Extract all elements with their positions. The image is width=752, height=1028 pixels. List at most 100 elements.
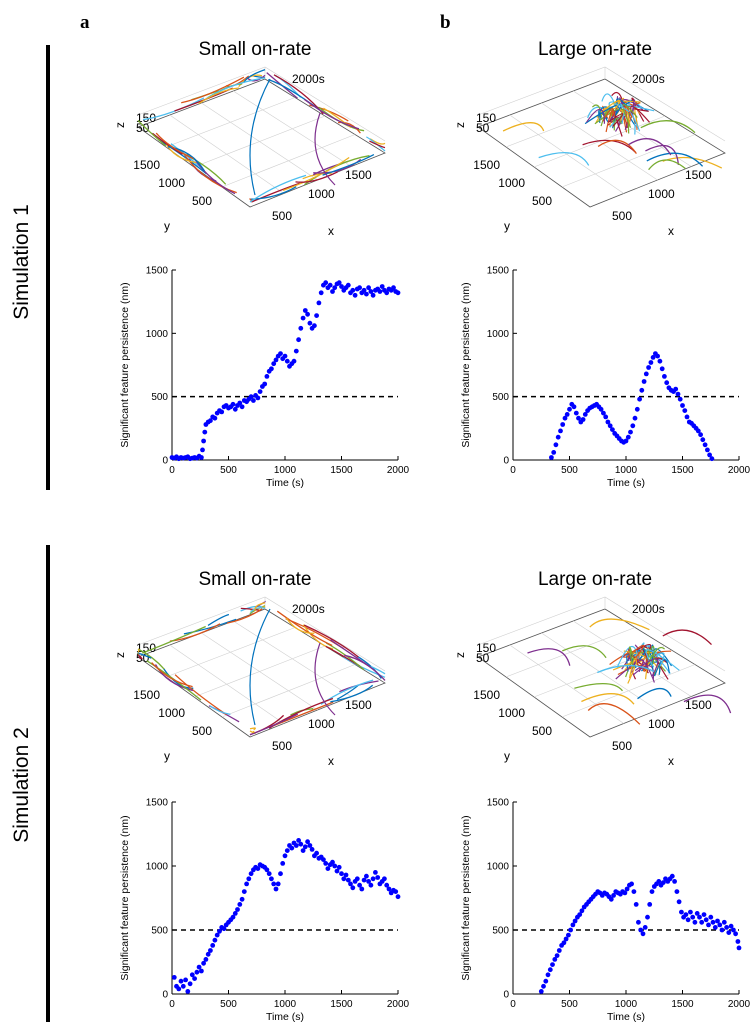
data-point <box>232 406 238 412</box>
y-tick-label: 1500 <box>133 158 160 172</box>
data-point <box>695 428 701 434</box>
data-point <box>278 871 283 877</box>
sim1-label: Simulation 1 <box>10 204 33 320</box>
trajectory-curves <box>137 600 386 736</box>
panel-letter-a: a <box>80 12 90 33</box>
z-tick-label: 50 <box>476 121 490 135</box>
data-point <box>343 872 349 878</box>
data-point <box>386 886 392 892</box>
trajectory-path <box>330 684 374 703</box>
data-point <box>257 389 263 394</box>
trajectory-path <box>581 693 635 705</box>
data-point <box>701 912 707 917</box>
x-axis-label: x <box>668 224 674 238</box>
data-point <box>677 396 683 402</box>
data-point <box>244 881 250 887</box>
trajectory-path <box>174 674 227 716</box>
data-point <box>312 323 317 329</box>
trajectory-path <box>654 659 670 677</box>
data-point <box>275 881 281 887</box>
data-point <box>721 919 727 925</box>
y-tick-label: 1000 <box>487 329 510 340</box>
data-point <box>688 909 693 915</box>
data-point <box>248 394 254 400</box>
data-point <box>345 282 351 288</box>
trajectory-path <box>617 664 646 676</box>
data-point <box>550 962 555 967</box>
x-tick-label: 1000 <box>615 465 638 476</box>
floor-grid-line <box>221 134 356 188</box>
panel-title: Large on-rate <box>538 39 652 60</box>
y-tick-label: 0 <box>162 456 168 467</box>
data-point <box>205 951 211 957</box>
y-axis-label: Significant feature persistence (nm) <box>460 282 472 447</box>
data-point <box>212 415 218 421</box>
data-point <box>332 285 338 291</box>
trajectory-path <box>276 610 333 647</box>
trajectory-path <box>249 727 256 731</box>
data-point <box>555 434 561 440</box>
data-point <box>611 893 616 898</box>
z-axis-label: z <box>113 652 127 658</box>
trajectory-path <box>285 617 315 634</box>
trajectory-path <box>655 650 672 659</box>
data-point <box>673 386 679 392</box>
trajectory-path <box>142 625 206 654</box>
data-point <box>726 930 732 935</box>
data-point <box>237 902 243 907</box>
x-tick-label: 1500 <box>345 168 372 182</box>
data-point <box>194 969 200 975</box>
data-point <box>731 927 736 933</box>
data-point <box>201 960 207 966</box>
data-point <box>366 879 371 884</box>
trajectory-path <box>266 72 298 99</box>
data-point <box>646 365 651 370</box>
data-point <box>566 932 571 938</box>
y-tick-label: 1000 <box>487 862 510 873</box>
data-point <box>230 914 236 920</box>
trajectory-path <box>597 664 655 674</box>
data-point <box>235 907 240 912</box>
data-point <box>368 289 374 294</box>
trajectory-path <box>158 139 207 175</box>
trajectory-path <box>209 705 231 716</box>
data-point <box>305 839 310 845</box>
trajectory-path <box>151 132 183 155</box>
data-point <box>307 843 313 848</box>
data-point <box>330 859 335 865</box>
trajectory-path <box>640 120 696 134</box>
data-point <box>707 452 712 458</box>
y-tick-label: 1500 <box>473 688 500 702</box>
x-tick-label: 500 <box>272 209 292 223</box>
trajectory-path <box>648 159 686 171</box>
data-point <box>361 877 367 883</box>
y-axis-label: Significant feature persistence (nm) <box>460 815 472 980</box>
x-tick-label: 1500 <box>330 999 353 1010</box>
trajectory-path <box>249 608 271 726</box>
x-tick-label: 2000 <box>728 465 751 476</box>
data-point <box>237 400 243 406</box>
data-point <box>278 351 283 356</box>
data-point <box>571 404 577 410</box>
data-point <box>553 442 559 448</box>
trajectory-path <box>574 683 624 692</box>
data-point <box>573 410 579 416</box>
data-point <box>556 948 562 953</box>
floor-grid-line <box>193 115 326 168</box>
data-point <box>715 918 720 924</box>
data-point <box>560 422 566 427</box>
y-tick-label: 500 <box>532 194 552 208</box>
data-point <box>709 456 715 462</box>
data-point <box>377 289 383 294</box>
floor-grid-line <box>193 645 326 698</box>
data-point <box>262 381 268 387</box>
data-point <box>345 877 351 883</box>
data-point <box>724 925 729 930</box>
data-point <box>567 406 572 412</box>
y-axis-label: Significant feature persistence (nm) <box>119 282 131 447</box>
data-point <box>598 406 604 412</box>
trajectory-path <box>629 646 635 669</box>
data-point <box>200 447 205 453</box>
trajectory-path <box>303 624 359 658</box>
